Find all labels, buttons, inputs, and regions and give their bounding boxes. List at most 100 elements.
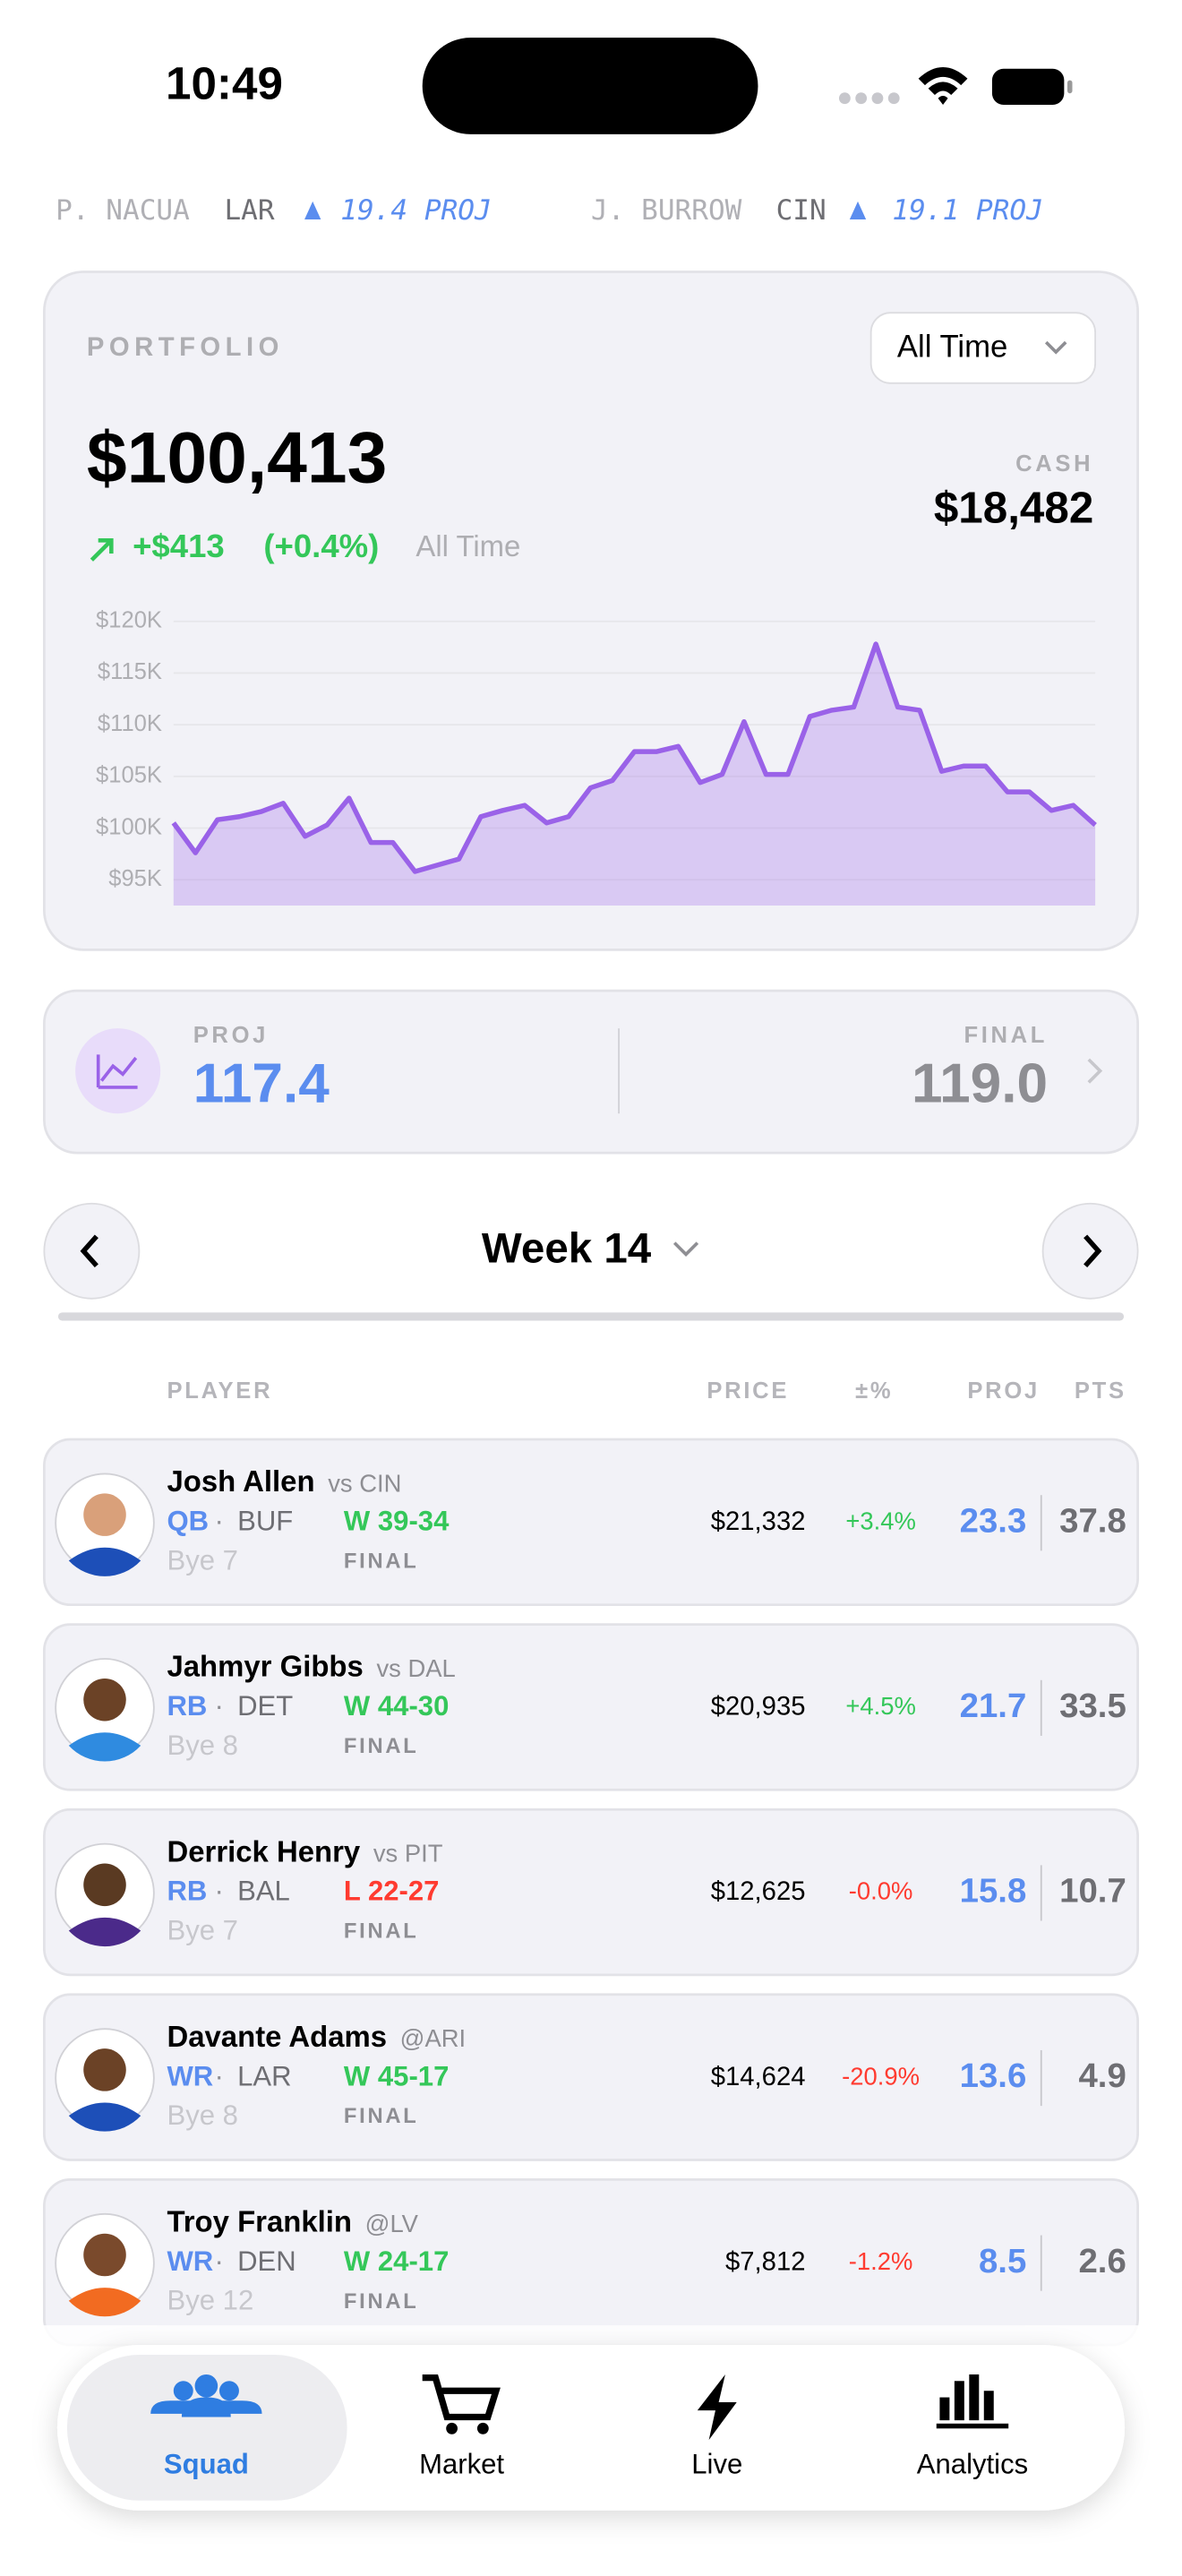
status-time: 10:49 (166, 57, 283, 108)
avatar-face (83, 1493, 126, 1536)
header: PTS (1075, 1378, 1126, 1404)
player-name: Derrick Henry (167, 1834, 360, 1868)
proj-icon (96, 1054, 138, 1089)
icon-part (218, 2381, 239, 2401)
portfolio-chart: $95K $100K $105K $110K $115K $120K (96, 608, 1097, 906)
player-name: Josh Allen (167, 1464, 314, 1498)
pts: 10.7 (1059, 1872, 1126, 1911)
prev-icon (80, 1234, 98, 1268)
active-tab-bg (66, 2355, 347, 2501)
player-row[interactable] (42, 1993, 1140, 2161)
period: All Time (415, 529, 520, 562)
tab-label[interactable]: Market (419, 2449, 504, 2480)
pts: 4.9 (1078, 2057, 1126, 2095)
player-row[interactable] (42, 1807, 1140, 1977)
avatar-jersey (68, 1547, 141, 1576)
cash-label: CASH (1015, 451, 1093, 477)
price: $7,812 (725, 2247, 805, 2276)
icon-part (939, 2397, 950, 2421)
range-label[interactable]: All Time (897, 331, 1007, 365)
player-name: Troy Franklin (167, 2204, 352, 2237)
player-row[interactable] (42, 1623, 1140, 1791)
player-row[interactable] (42, 1438, 1140, 1607)
ticker: P. NACUA LAR 19.4 PROJ J. BURROW CIN 19.… (56, 194, 1043, 227)
battery-tip (1067, 80, 1073, 94)
y-tick-label: $110K (98, 711, 162, 736)
ticker-name: P. NACUA (56, 194, 190, 227)
icon-part (173, 2381, 193, 2401)
avatar-jersey (68, 2102, 141, 2132)
tab-label[interactable]: Squad (164, 2449, 249, 2480)
icon-part (422, 2374, 501, 2421)
trend-arrow (90, 538, 114, 562)
player-name: Jahmyr Gibbs (167, 1650, 363, 1683)
icon-part (936, 2423, 1009, 2429)
tab-icon (697, 2374, 737, 2441)
tab-label[interactable]: Live (691, 2449, 742, 2480)
tab-label[interactable]: Analytics (917, 2449, 1028, 2480)
range-button[interactable] (869, 312, 1097, 384)
game-status: FINAL (344, 1549, 419, 1573)
change: -0.0% (849, 1877, 913, 1905)
change-pct: (+0.4%) (263, 528, 379, 564)
ticker-name: J. BURROW (591, 194, 742, 227)
change: -20.9% (842, 2062, 920, 2090)
next-icon (1084, 1234, 1102, 1268)
proj-value: 117.4 (193, 1052, 330, 1114)
proj: 13.6 (960, 2057, 1027, 2095)
separator: · (215, 1690, 224, 1722)
up-icon (304, 201, 321, 219)
position: WR (167, 2245, 213, 2277)
result: W 45-17 (344, 2060, 449, 2091)
area (173, 644, 1096, 906)
projection-card[interactable] (42, 989, 1140, 1155)
next-week[interactable] (1041, 1202, 1139, 1300)
team: BUF (237, 1505, 293, 1536)
separator: · (215, 2245, 224, 2277)
portfolio-card (42, 270, 1140, 951)
avatar-face (83, 1863, 126, 1907)
game-status: FINAL (344, 1919, 419, 1944)
change: +$413 (133, 528, 225, 564)
ticker-proj: 19.1 PROJ (892, 194, 1042, 227)
opponent: @ARI (400, 2024, 467, 2052)
header: PLAYER (167, 1378, 272, 1404)
header: ±% (855, 1378, 893, 1404)
prev-week[interactable] (43, 1202, 141, 1300)
icon-part (150, 2397, 262, 2417)
icon-part (194, 2374, 218, 2398)
pts: 33.5 (1059, 1687, 1126, 1725)
proj: 8.5 (979, 2242, 1026, 2280)
price: $14,624 (711, 2063, 806, 2091)
y-tick-label: $105K (96, 763, 162, 788)
position: QB (167, 1505, 209, 1536)
proj: 15.8 (960, 1872, 1027, 1911)
opponent: vs PIT (373, 1840, 443, 1868)
change: +4.5% (845, 1692, 915, 1720)
game-status: FINAL (344, 2104, 419, 2128)
result: L 22-27 (344, 1876, 440, 1907)
avatar-face (83, 1678, 126, 1722)
chevron (1044, 340, 1067, 355)
icon-part (446, 2422, 458, 2434)
position: RB (167, 1690, 207, 1722)
proj: 23.3 (960, 1501, 1027, 1540)
battery-icon (991, 68, 1065, 106)
tabs: Squad Market Live Analytics (150, 2374, 1028, 2480)
game-status: FINAL (344, 2289, 419, 2314)
tab-icon (422, 2374, 501, 2434)
pts: 37.8 (1059, 1501, 1126, 1540)
avatar-face (83, 2233, 126, 2277)
week-label[interactable]: Week 14 (482, 1224, 652, 1272)
result: W 39-34 (344, 1505, 450, 1536)
cash-value: $18,482 (934, 483, 1093, 532)
player-name: Davante Adams (167, 2020, 387, 2053)
change: -1.2% (849, 2247, 913, 2275)
opponent: @LV (365, 2210, 419, 2237)
ticker-proj: 19.4 PROJ (340, 194, 491, 227)
icon-part (697, 2374, 737, 2441)
avatar-face (83, 2048, 126, 2091)
bye: Bye 12 (167, 2285, 253, 2316)
